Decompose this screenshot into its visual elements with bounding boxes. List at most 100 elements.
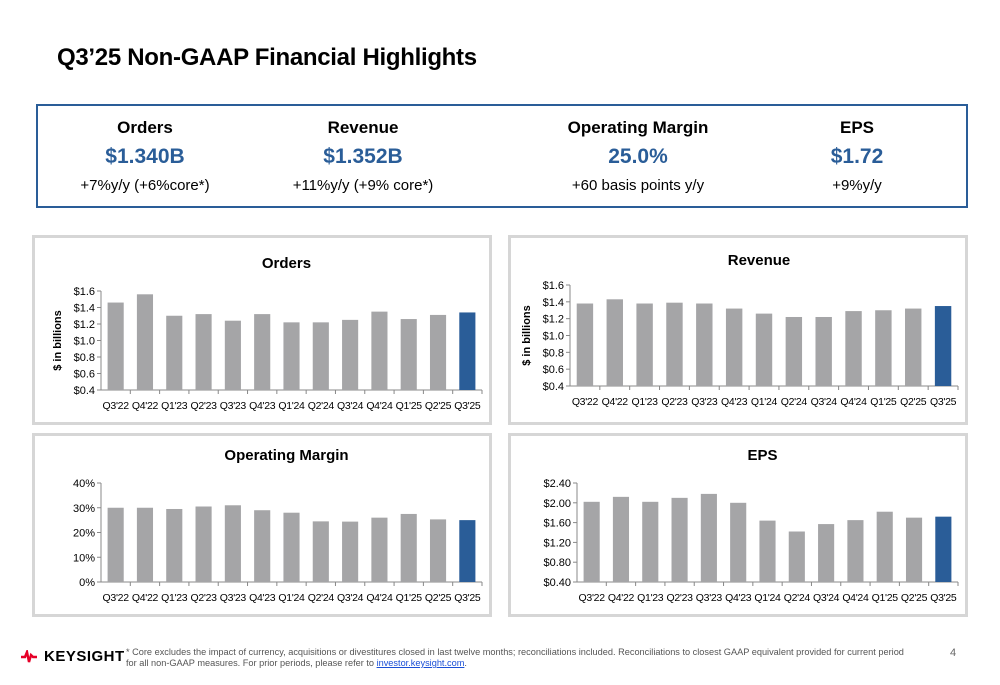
bar-Q322 xyxy=(583,501,600,582)
investor-link[interactable]: investor.keysight.com xyxy=(376,658,465,668)
bar-Q224 xyxy=(788,531,805,582)
y-tick-label: $1.0 xyxy=(543,331,564,343)
bar-Q125 xyxy=(876,511,893,582)
bar-Q322 xyxy=(576,303,594,386)
x-tick-label: Q4'23 xyxy=(725,592,752,604)
page-number: 4 xyxy=(950,647,957,659)
bar-Q422 xyxy=(612,496,630,582)
chart-title: EPS xyxy=(747,447,777,464)
y-tick-label: $0.40 xyxy=(543,577,571,589)
footnote-end: . xyxy=(464,658,467,668)
x-tick-label: Q4'23 xyxy=(721,396,748,408)
bar-Q123 xyxy=(166,508,183,582)
kpi-orders: Orders $1.340B +7%y/y (+6%core*) xyxy=(35,116,255,198)
brand-name: KEYSIGHT xyxy=(44,648,125,665)
revenue-chart-panel: Revenue $ in billions $0.4 $0.6 $0.8 $1.0 $1.2… xyxy=(508,235,968,425)
x-tick-label: Q3'24 xyxy=(337,592,364,604)
kpi-revenue: Revenue $1.352B +11%y/y (+9% core*) xyxy=(253,116,473,198)
bar-Q325 xyxy=(935,516,952,582)
y-tick-label: $1.2 xyxy=(74,319,95,331)
bar-Q224 xyxy=(312,521,329,582)
y-tick-label: $1.4 xyxy=(74,303,95,315)
x-tick-label: Q3'24 xyxy=(813,592,840,604)
kpi-value: $1.352B xyxy=(323,145,403,168)
x-tick-label: Q3'22 xyxy=(103,400,130,412)
x-tick-label: Q1'24 xyxy=(751,396,778,408)
x-tick-label: Q3'23 xyxy=(220,400,247,412)
kpi-change: +9%y/y xyxy=(832,177,882,194)
y-tick-label: $0.6 xyxy=(74,369,95,381)
bar-Q422 xyxy=(606,299,623,386)
eps-chart-panel: EPS $0.40 $0.80 $1.20 $1.60 $2.00 $2.40 Q3'22 Q4… xyxy=(508,433,968,617)
y-tick-label: $1.20 xyxy=(543,537,571,549)
x-tick-label: Q3'24 xyxy=(811,396,838,408)
x-tick-label: Q3'25 xyxy=(930,592,957,604)
kpi-summary-box: Orders $1.340B +7%y/y (+6%core*) Revenue… xyxy=(36,104,968,208)
y-tick-label: $2.40 xyxy=(543,478,571,490)
y-tick-label: 10% xyxy=(73,552,95,564)
bar-Q223 xyxy=(195,506,212,582)
x-tick-label: Q2'25 xyxy=(900,396,927,408)
bar-Q125 xyxy=(875,310,892,386)
bar-Q324 xyxy=(815,316,832,386)
bar-Q125 xyxy=(400,319,417,390)
x-tick-label: Q3'23 xyxy=(696,592,723,604)
x-tick-label: Q2'24 xyxy=(308,400,335,412)
bar-Q424 xyxy=(371,311,388,390)
x-tick-label: Q3'25 xyxy=(930,396,957,408)
bar-Q125 xyxy=(400,513,417,582)
bar-Q323 xyxy=(224,320,241,390)
y-axis-label: $ in billions xyxy=(52,310,64,371)
y-tick-label: $1.2 xyxy=(543,314,564,326)
x-tick-label: Q1'24 xyxy=(278,592,305,604)
revenue-chart: Revenue $ in billions $0.4 $0.6 $0.8 $1.0 $1.2… xyxy=(521,252,959,408)
kpi-label: Operating Margin xyxy=(567,118,709,137)
x-tick-label: Q3'24 xyxy=(337,400,364,412)
x-tick-label: Q2'23 xyxy=(666,592,693,604)
kpi-change: +7%y/y (+6%core*) xyxy=(80,177,210,194)
keysight-wave-icon xyxy=(21,649,37,662)
y-tick-label: $1.0 xyxy=(74,336,95,348)
bar-Q322 xyxy=(107,302,124,390)
bar-Q225 xyxy=(905,308,922,386)
x-tick-label: Q4'24 xyxy=(842,592,869,604)
kpi-label: Revenue xyxy=(327,118,399,137)
x-tick-label: Q4'23 xyxy=(249,592,276,604)
x-tick-label: Q1'23 xyxy=(637,592,664,604)
x-tick-label: Q3'23 xyxy=(691,396,718,408)
bar-Q323 xyxy=(696,303,713,386)
x-tick-label: Q1'25 xyxy=(396,400,423,412)
x-tick-label: Q4'22 xyxy=(132,592,159,604)
bar-Q225 xyxy=(429,314,447,390)
y-tick-label: $0.80 xyxy=(543,557,571,569)
y-tick-label: $1.6 xyxy=(543,280,564,292)
x-tick-label: Q3'25 xyxy=(454,592,481,604)
bar-Q424 xyxy=(845,311,862,386)
y-tick-label: $0.6 xyxy=(543,364,564,376)
x-tick-label: Q1'24 xyxy=(278,400,305,412)
y-tick-label: $1.6 xyxy=(74,286,95,298)
bar-Q324 xyxy=(818,524,835,582)
x-tick-label: Q4'22 xyxy=(602,396,629,408)
x-tick-label: Q1'23 xyxy=(161,592,188,604)
bar-Q224 xyxy=(312,322,329,390)
keysight-logo: KEYSIGHT xyxy=(20,648,125,665)
x-tick-label: Q1'23 xyxy=(161,400,188,412)
y-tick-label: $0.8 xyxy=(74,352,95,364)
x-tick-label: Q2'24 xyxy=(781,396,808,408)
operating-margin-chart: Operating Margin 0% 10% 20% 30% 40% Q3'22 Q4'22… xyxy=(73,447,483,604)
bar-Q325 xyxy=(459,520,476,582)
kpi-change: +60 basis points y/y xyxy=(571,177,705,194)
x-tick-label: Q3'22 xyxy=(572,396,599,408)
bar-Q124 xyxy=(759,520,776,582)
bar-Q423 xyxy=(254,510,271,582)
kpi-change: +11%y/y (+9% core*) xyxy=(292,177,434,194)
y-tick-label: $0.4 xyxy=(543,381,564,393)
chart-title: Orders xyxy=(262,255,311,272)
x-tick-label: Q2'23 xyxy=(661,396,688,408)
x-tick-label: Q4'24 xyxy=(366,400,393,412)
bar-Q423 xyxy=(725,308,743,386)
bar-Q424 xyxy=(847,520,864,582)
kpi-label: EPS xyxy=(839,118,875,137)
